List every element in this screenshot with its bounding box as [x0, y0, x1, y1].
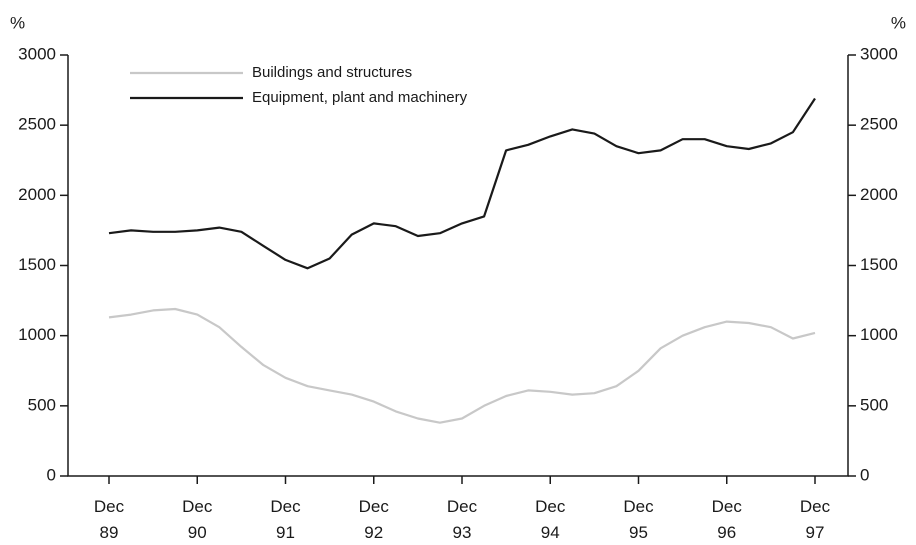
y2-tick-label: 2500 — [860, 115, 898, 134]
y2-axis-label: % — [891, 13, 906, 32]
y-tick-label: 3000 — [18, 44, 56, 63]
series-line — [108, 307, 816, 424]
x-tick-label: Dec 97 — [800, 497, 831, 542]
legend-label: Equipment, plant and machinery — [252, 89, 468, 106]
y-tick-label: 0 — [47, 465, 56, 484]
y-tick-label: 2500 — [18, 115, 56, 134]
y2-tick-label: 1000 — [860, 325, 898, 344]
legend-label: Buildings and structures — [252, 64, 412, 81]
y2-tick-label: 1500 — [860, 255, 898, 274]
x-tick-label: Dec 94 — [535, 497, 566, 542]
series-line — [108, 97, 816, 270]
x-tick-label: Dec 90 — [182, 497, 213, 542]
x-tick-label: Dec 89 — [94, 497, 125, 542]
x-tick-label: Dec 93 — [447, 497, 478, 542]
x-tick-label: Dec 95 — [623, 497, 654, 542]
y2-tick-label: 2000 — [860, 185, 898, 204]
y-tick-label: 500 — [28, 395, 56, 414]
y-tick-label: 1000 — [18, 325, 56, 344]
y2-tick-label: 0 — [860, 465, 869, 484]
y-tick-label: 2000 — [18, 185, 56, 204]
y-axis-label: % — [10, 13, 25, 32]
y2-tick-label: 500 — [860, 395, 888, 414]
x-tick-label: Dec 91 — [270, 497, 301, 542]
y2-tick-label: 3000 — [860, 44, 898, 63]
x-tick-label: Dec 92 — [359, 497, 390, 542]
y-tick-label: 1500 — [18, 255, 56, 274]
axis-frame — [67, 55, 849, 477]
x-tick-label: Dec 96 — [712, 497, 743, 542]
